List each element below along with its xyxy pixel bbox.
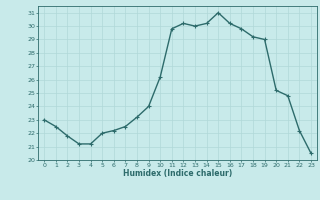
X-axis label: Humidex (Indice chaleur): Humidex (Indice chaleur)	[123, 169, 232, 178]
